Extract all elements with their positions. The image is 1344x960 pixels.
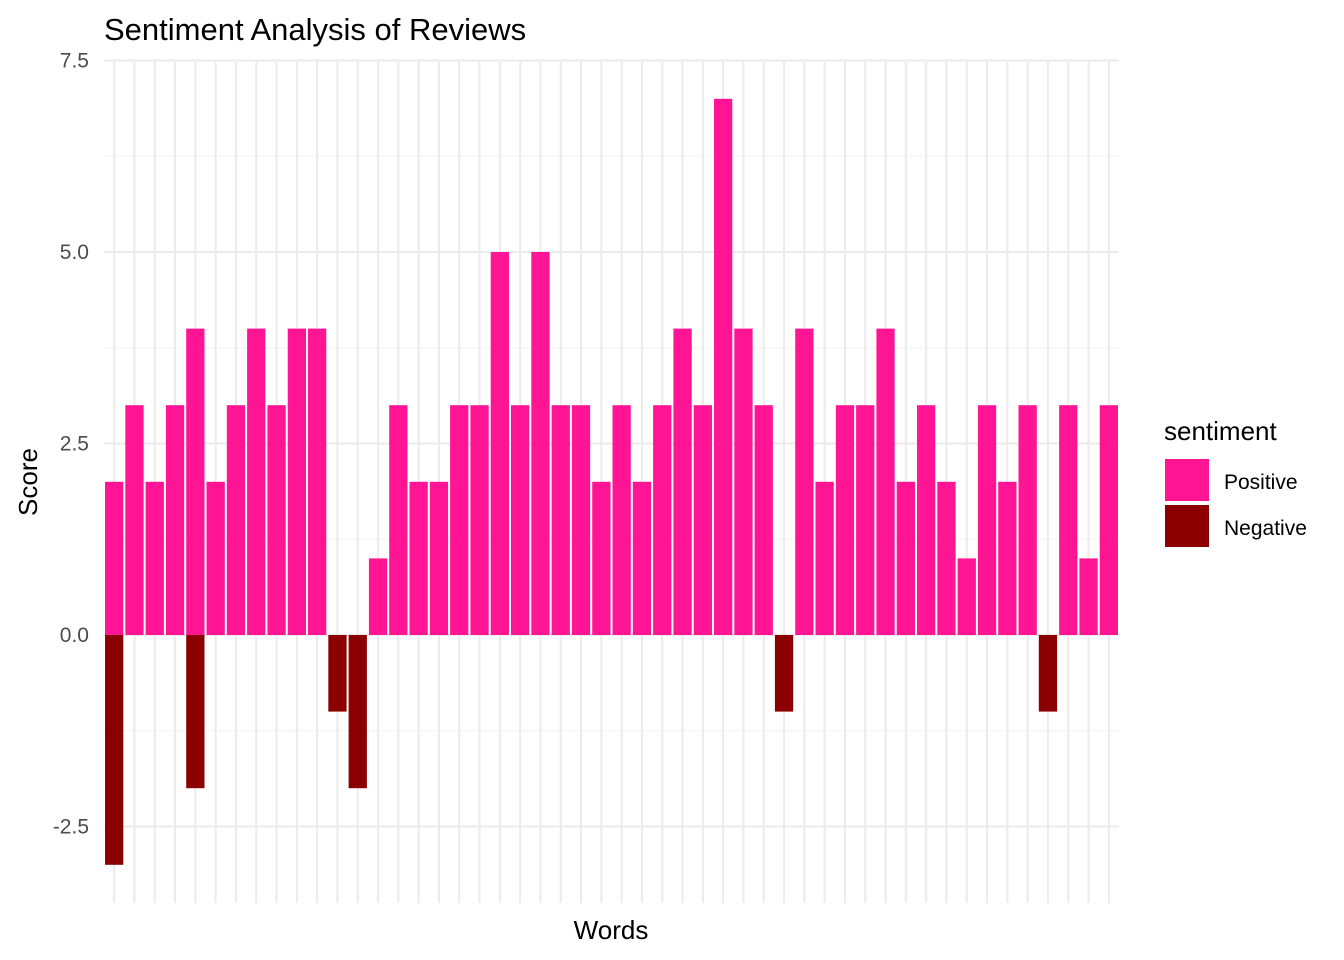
bar-positive [429, 481, 449, 635]
legend: sentiment Positive Negative [1164, 416, 1307, 547]
bar-positive [612, 405, 631, 635]
bar-positive [673, 328, 692, 635]
bar-positive [511, 405, 530, 635]
bar-positive [856, 405, 875, 635]
bar-positive [917, 405, 936, 635]
bar-negative [1038, 635, 1058, 712]
y-tick-label: -2.5 [53, 816, 89, 839]
legend-key-negative [1165, 505, 1209, 547]
bar-positive [125, 405, 144, 635]
bar-positive [734, 328, 753, 635]
bar-positive [105, 481, 124, 635]
x-axis-title: Words [574, 915, 649, 945]
bar-positive [835, 405, 855, 635]
bar-positive [368, 558, 388, 635]
bar-positive [206, 481, 225, 635]
y-tick-label: 5.0 [60, 241, 89, 264]
bar-positive [1099, 405, 1118, 635]
bars-layer [105, 98, 1118, 865]
bar-positive [165, 405, 185, 635]
bar-positive [308, 328, 327, 635]
legend-label-negative: Negative [1224, 517, 1307, 540]
legend-title: sentiment [1164, 416, 1277, 446]
bar-negative [774, 635, 794, 712]
y-axis-title: Score [13, 448, 43, 516]
bar-positive [1059, 405, 1078, 635]
bar-positive [937, 481, 956, 635]
bar-positive [754, 405, 773, 635]
bar-positive [815, 481, 834, 635]
bar-positive [389, 405, 408, 635]
bar-positive [876, 328, 895, 635]
bar-positive [1018, 405, 1037, 635]
bar-positive [653, 405, 672, 635]
bar-positive [287, 328, 306, 635]
bar-positive [145, 481, 164, 635]
bar-positive [714, 98, 733, 636]
bar-negative [348, 635, 367, 789]
bar-positive [531, 252, 550, 635]
bar-positive [693, 405, 712, 635]
legend-label-positive: Positive [1224, 471, 1298, 494]
bar-positive [267, 405, 286, 635]
bar-positive [592, 481, 611, 635]
bar-positive [186, 328, 205, 635]
bar-positive [977, 405, 997, 635]
chart-title: Sentiment Analysis of Reviews [104, 12, 526, 47]
bar-negative [105, 635, 124, 865]
bar-positive [795, 328, 814, 635]
bar-positive [571, 405, 591, 635]
bar-negative [328, 635, 347, 712]
bar-positive [551, 405, 570, 635]
bar-positive [998, 481, 1017, 635]
bar-positive [226, 405, 246, 635]
bar-positive [470, 405, 489, 635]
y-tick-label: 0.0 [60, 624, 89, 647]
bar-positive [957, 558, 976, 635]
y-tick-label: 7.5 [60, 50, 89, 73]
bar-positive [247, 328, 266, 635]
y-tick-label: 2.5 [60, 433, 89, 456]
bar-positive [409, 481, 428, 635]
bar-positive [896, 481, 915, 635]
legend-key-positive [1165, 459, 1209, 501]
bar-positive [450, 405, 469, 635]
bar-positive [490, 252, 509, 635]
y-tick-labels: -2.5 0.0 2.5 5.0 7.5 [53, 50, 89, 839]
bar-positive [1079, 558, 1098, 635]
bar-positive [632, 481, 652, 635]
bar-negative [186, 635, 205, 789]
